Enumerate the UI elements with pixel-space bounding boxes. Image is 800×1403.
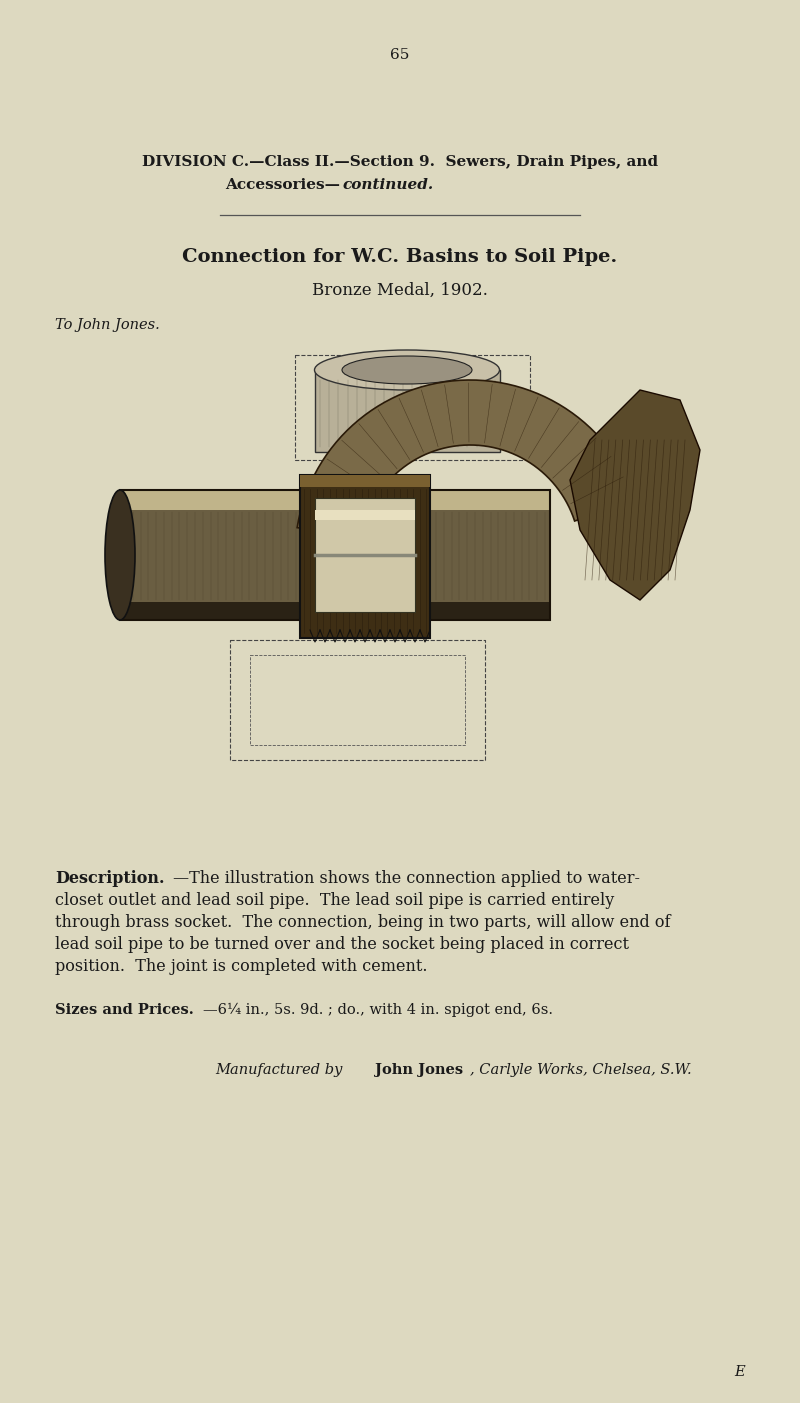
Text: lead soil pipe to be turned over and the socket being placed in correct: lead soil pipe to be turned over and the…	[55, 936, 629, 953]
Text: E: E	[734, 1365, 746, 1379]
Text: John Jones: John Jones	[375, 1063, 463, 1078]
Polygon shape	[570, 390, 700, 600]
Text: , Carlyle Works, Chelsea, S.W.: , Carlyle Works, Chelsea, S.W.	[470, 1063, 692, 1078]
Polygon shape	[297, 380, 637, 537]
Text: DIVISION C.—Class II.—Section 9.  Sewers, Drain Pipes, and: DIVISION C.—Class II.—Section 9. Sewers,…	[142, 154, 658, 168]
Text: Connection for W.C. Basins to Soil Pipe.: Connection for W.C. Basins to Soil Pipe.	[182, 248, 618, 267]
Polygon shape	[315, 511, 415, 521]
FancyBboxPatch shape	[315, 370, 500, 452]
Text: Description.: Description.	[55, 870, 165, 887]
Text: closet outlet and lead soil pipe.  The lead soil pipe is carried entirely: closet outlet and lead soil pipe. The le…	[55, 892, 614, 909]
Polygon shape	[120, 490, 550, 511]
Polygon shape	[300, 476, 430, 487]
Polygon shape	[120, 511, 550, 602]
Ellipse shape	[314, 349, 499, 390]
Text: —The illustration shows the connection applied to water-: —The illustration shows the connection a…	[173, 870, 640, 887]
Text: —6¼ in., 5s. 9d. ; do., with 4 in. spigot end, 6s.: —6¼ in., 5s. 9d. ; do., with 4 in. spigo…	[203, 1003, 553, 1017]
Text: Manufactured by: Manufactured by	[215, 1063, 347, 1078]
Polygon shape	[120, 602, 550, 620]
Text: continued.: continued.	[342, 178, 433, 192]
Ellipse shape	[105, 490, 135, 620]
Text: Bronze Medal, 1902.: Bronze Medal, 1902.	[312, 282, 488, 299]
Text: through brass socket.  The connection, being in two parts, will allow end of: through brass socket. The connection, be…	[55, 913, 670, 932]
Text: To John Jones.: To John Jones.	[55, 318, 160, 333]
Ellipse shape	[342, 356, 472, 384]
Text: Accessories—: Accessories—	[225, 178, 340, 192]
Polygon shape	[300, 476, 430, 638]
Text: 65: 65	[390, 48, 410, 62]
Text: position.  The joint is completed with cement.: position. The joint is completed with ce…	[55, 958, 427, 975]
Polygon shape	[315, 498, 415, 612]
Text: Sizes and Prices.: Sizes and Prices.	[55, 1003, 194, 1017]
